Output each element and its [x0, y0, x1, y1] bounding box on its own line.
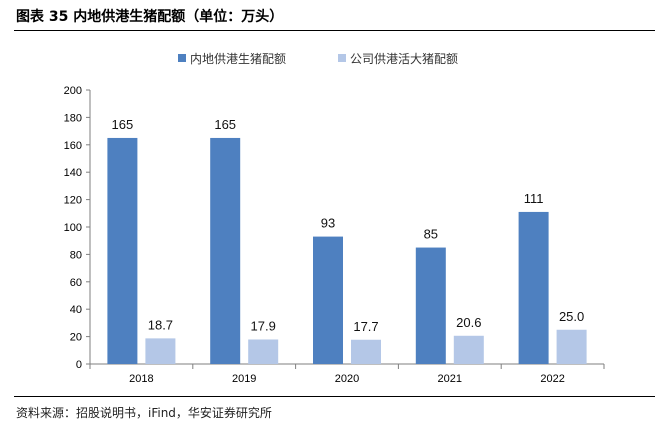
- legend-label-series-1: 内地供港生猪配额: [190, 52, 286, 66]
- chart-legend: 内地供港生猪配额 公司供港活大猪配额: [178, 52, 458, 66]
- data-label-series-1: 165: [214, 117, 236, 132]
- data-label-series-1: 93: [321, 216, 335, 231]
- y-axis: 0 20 40 60 80 100 120 140 160 180 200: [64, 85, 91, 371]
- bar-series-2: [145, 338, 176, 364]
- bar-series-2: [248, 339, 279, 364]
- y-tick-label: 180: [64, 112, 82, 124]
- x-tick-label: 2019: [232, 373, 256, 385]
- x-tick-label: 2018: [129, 373, 153, 385]
- source-rule: [14, 396, 655, 397]
- bar-series-1: [415, 247, 446, 364]
- x-axis: 2018 2019 2020 2021 2022: [89, 363, 605, 385]
- y-tick-label: 0: [76, 359, 82, 371]
- y-tick-label: 80: [70, 249, 82, 261]
- figure-title: 图表 35 内地供港生猪配额（单位：万头）: [16, 9, 284, 25]
- y-tick-label: 20: [70, 332, 82, 344]
- data-labels: 165 165 93 85 111 18.7 17.9 17.7 20.6 25.0: [112, 117, 585, 334]
- data-label-series-2: 18.7: [148, 317, 173, 332]
- data-label-series-2: 25.0: [559, 309, 584, 324]
- data-label-series-1: 111: [524, 191, 544, 206]
- y-tick-label: 160: [64, 140, 82, 152]
- y-tick-label: 40: [70, 304, 82, 316]
- data-label-series-1: 165: [112, 117, 134, 132]
- bar-series-1: [518, 211, 549, 364]
- source-note: 资料来源：招股说明书，iFind，华安证券研究所: [16, 406, 272, 420]
- y-tick-label: 120: [64, 195, 82, 207]
- bars: [107, 137, 587, 364]
- legend-label-series-2: 公司供港活大猪配额: [350, 52, 458, 66]
- legend-swatch-series-1: [178, 54, 186, 62]
- data-label-series-2: 17.7: [353, 319, 378, 334]
- bar-series-2: [351, 339, 381, 364]
- bar-series-1: [210, 137, 241, 364]
- x-tick-label: 2021: [438, 373, 462, 385]
- title-rule: [14, 30, 655, 31]
- y-tick-label: 60: [70, 277, 82, 289]
- bar-series-1: [313, 236, 343, 364]
- data-label-series-1: 85: [424, 227, 438, 242]
- y-tick-label: 200: [64, 85, 82, 97]
- bar-series-2: [556, 329, 587, 364]
- y-tick-label: 140: [64, 167, 82, 179]
- x-tick-label: 2022: [540, 373, 564, 385]
- legend-swatch-series-2: [338, 54, 346, 62]
- x-tick-label: 2020: [335, 373, 359, 385]
- data-label-series-2: 17.9: [251, 318, 276, 333]
- y-tick-label: 100: [64, 222, 82, 234]
- bar-series-2: [453, 335, 484, 364]
- bar-series-1: [107, 137, 138, 364]
- data-label-series-2: 20.6: [456, 315, 481, 330]
